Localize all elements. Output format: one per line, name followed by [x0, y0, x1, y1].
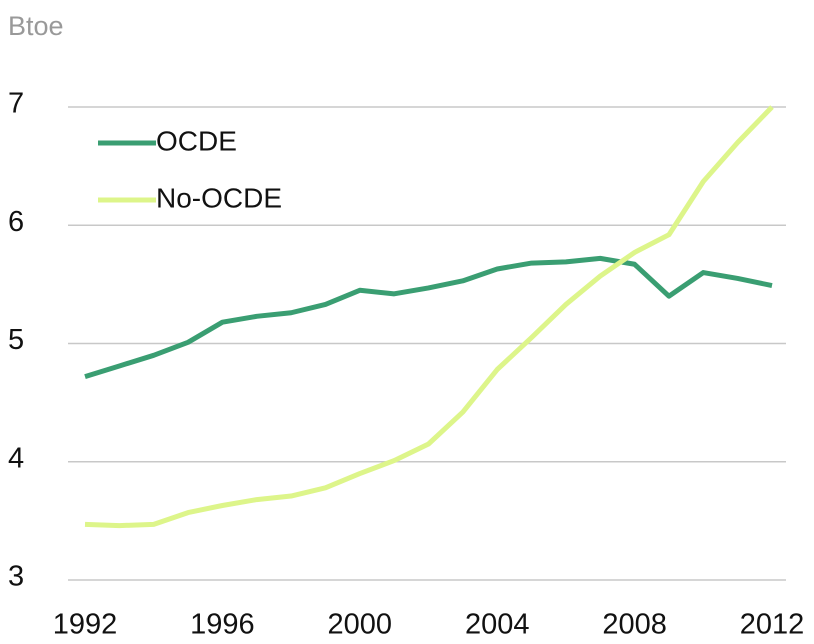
x-tick-label: 1992 [53, 609, 118, 641]
legend-label: No-OCDE [156, 182, 282, 213]
x-tick-label: 2000 [328, 609, 393, 641]
y-tick-label: 5 [8, 324, 24, 356]
x-tick-label: 1996 [190, 609, 255, 641]
x-tick-label: 2008 [602, 609, 667, 641]
y-tick-label: 3 [8, 561, 24, 593]
y-tick-label: 7 [8, 88, 24, 120]
y-tick-label: 4 [8, 442, 24, 474]
line [84, 105, 774, 529]
x-tick-label: 2012 [740, 609, 805, 641]
y-tick-label: 6 [8, 206, 24, 238]
x-tick-label: 2004 [465, 609, 530, 641]
line [84, 255, 773, 379]
y-axis-label: Btoe [8, 11, 64, 41]
legend-label: OCDE [156, 125, 237, 156]
